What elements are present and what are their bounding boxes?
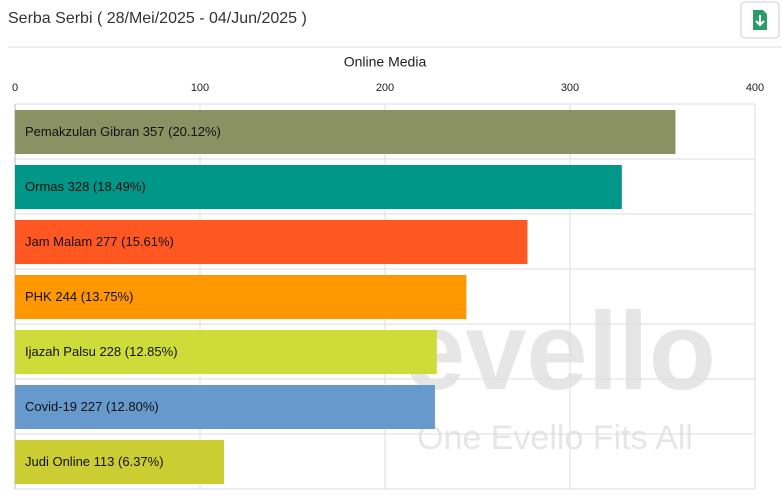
percent-label: (12.85%) bbox=[125, 344, 178, 359]
percent-label: (20.12%) bbox=[168, 124, 221, 139]
chart-title: Online Media bbox=[344, 54, 427, 70]
category-label: Covid-19 bbox=[25, 399, 77, 414]
download-button[interactable] bbox=[740, 1, 780, 39]
watermark-tagline: One Evello Fits All bbox=[417, 419, 693, 457]
value-label: 228 bbox=[99, 344, 121, 359]
x-tick-label: 300 bbox=[561, 82, 579, 94]
bar bbox=[15, 330, 437, 374]
percent-label: (12.80%) bbox=[106, 399, 159, 414]
category-label: PHK bbox=[25, 289, 52, 304]
percent-label: (13.75%) bbox=[81, 289, 134, 304]
bar-label: Ijazah Palsu 228 (12.85%) bbox=[25, 344, 178, 359]
bar bbox=[15, 220, 528, 264]
bar-label: Judi Online 113 (6.37%) bbox=[25, 454, 164, 469]
category-label: Jam Malam bbox=[25, 234, 92, 249]
page-title: Serba Serbi ( 28/Mei/2025 - 04/Jun/2025 … bbox=[8, 10, 307, 27]
bar bbox=[15, 385, 435, 429]
bar bbox=[15, 165, 622, 209]
bar bbox=[15, 110, 676, 154]
bar bbox=[15, 275, 467, 319]
bar-label: PHK 244 (13.75%) bbox=[25, 289, 133, 304]
bar bbox=[15, 440, 225, 484]
bar-label: Covid-19 227 (12.80%) bbox=[25, 399, 159, 414]
value-label: 277 bbox=[96, 234, 118, 249]
value-label: 227 bbox=[81, 399, 103, 414]
x-tick-label: 200 bbox=[376, 82, 394, 94]
category-label: Pemakzulan Gibran bbox=[25, 124, 139, 139]
percent-label: (18.49%) bbox=[93, 179, 146, 194]
category-label: Ijazah Palsu bbox=[25, 344, 96, 359]
bar-label: Jam Malam 277 (15.61%) bbox=[25, 234, 174, 249]
value-label: 357 bbox=[143, 124, 165, 139]
x-tick-label: 100 bbox=[191, 82, 209, 94]
value-label: 328 bbox=[68, 179, 90, 194]
category-label: Judi Online bbox=[25, 454, 90, 469]
x-tick-label: 400 bbox=[746, 82, 764, 94]
bar-label: Pemakzulan Gibran 357 (20.12%) bbox=[25, 124, 221, 139]
x-tick-label: 0 bbox=[12, 82, 18, 94]
value-label: 244 bbox=[55, 289, 77, 304]
percent-label: (6.37%) bbox=[118, 454, 164, 469]
category-label: Ormas bbox=[25, 179, 65, 194]
percent-label: (15.61%) bbox=[121, 234, 174, 249]
bar-label: Ormas 328 (18.49%) bbox=[25, 179, 146, 194]
value-label: 113 bbox=[94, 454, 115, 469]
